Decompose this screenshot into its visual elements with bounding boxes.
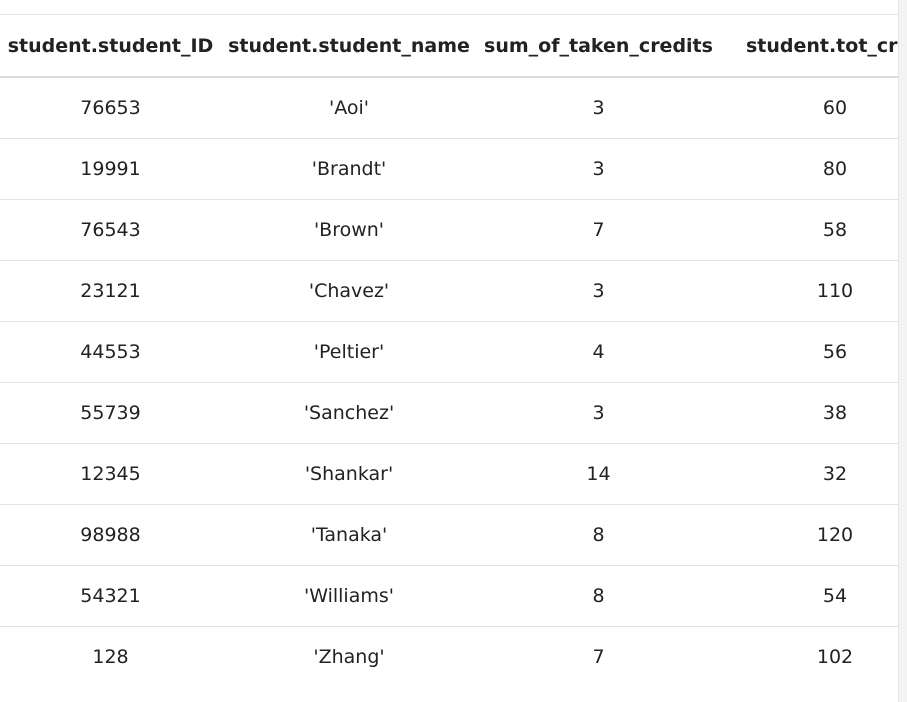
column-header-sum-of-taken-credits[interactable]: sum_of_taken_credits <box>477 15 720 78</box>
cell-sum-of-taken-credits: 4 <box>477 321 720 383</box>
table-header: student.student_ID student.student_name … <box>0 15 899 78</box>
cell-tot-cred: 80 <box>720 138 899 200</box>
cell-sum-of-taken-credits: 7 <box>477 199 720 261</box>
cell-sum-of-taken-credits: 14 <box>477 443 720 505</box>
cell-student-name: 'Sanchez' <box>221 382 477 444</box>
cell-student-id: 76543 <box>0 199 221 261</box>
cell-sum-of-taken-credits: 8 <box>477 565 720 627</box>
cell-student-id: 54321 <box>0 565 221 627</box>
header-row: student.student_ID student.student_name … <box>0 15 899 78</box>
table-body: 76653 'Aoi' 3 60 19991 'Brandt' 3 80 765… <box>0 77 899 687</box>
table-row: 55739 'Sanchez' 3 38 <box>0 382 899 444</box>
table-row: 23121 'Chavez' 3 110 <box>0 260 899 322</box>
cell-tot-cred: 102 <box>816 646 854 668</box>
cell-sum-of-taken-credits: 3 <box>477 138 720 200</box>
table-row: 54321 'Williams' 8 54 <box>0 565 899 627</box>
table-row: 98988 'Tanaka' 8 120 <box>0 504 899 566</box>
cell-tot-cred: 110 <box>720 260 899 322</box>
cell-sum-of-taken-credits: 3 <box>477 77 720 139</box>
cell-student-id: 76653 <box>0 77 221 139</box>
cell-sum-of-taken-credits: 8 <box>477 504 720 566</box>
cell-tot-cred: 54 <box>720 565 899 627</box>
cell-student-name: 'Peltier' <box>221 321 477 383</box>
table-row: 128 'Zhang' 7 102 <box>0 627 899 688</box>
cell-student-name: 'Aoi' <box>221 77 477 139</box>
cell-student-id: 128 <box>92 646 129 668</box>
cell-student-id: 55739 <box>0 382 221 444</box>
cell-tot-cred: 60 <box>720 77 899 139</box>
cell-student-id: 12345 <box>0 443 221 505</box>
cell-sum-of-taken-credits: 3 <box>477 260 720 322</box>
cell-student-name: 'Shankar' <box>221 443 477 505</box>
table-row: 19991 'Brandt' 3 80 <box>0 138 899 200</box>
results-table-container: student.student_ID student.student_name … <box>0 14 899 687</box>
cell-sum-of-taken-credits: 3 <box>477 382 720 444</box>
cell-student-name: 'Brown' <box>221 199 477 261</box>
cell-student-id: 98988 <box>0 504 221 566</box>
cell-student-id: 23121 <box>0 260 221 322</box>
column-header-student-id[interactable]: student.student_ID <box>0 15 221 78</box>
table-row: 44553 'Peltier' 4 56 <box>0 321 899 383</box>
cell-tot-cred: 32 <box>720 443 899 505</box>
cell-student-name: 'Brandt' <box>221 138 477 200</box>
cell-sum-of-taken-credits: 7 <box>592 646 605 668</box>
cell-tot-cred: 56 <box>720 321 899 383</box>
cell-tot-cred: 58 <box>720 199 899 261</box>
table-row: 12345 'Shankar' 14 32 <box>0 443 899 505</box>
table-row: 76543 'Brown' 7 58 <box>0 199 899 261</box>
cell-student-id: 44553 <box>0 321 221 383</box>
cell-tot-cred: 120 <box>720 504 899 566</box>
results-table: student.student_ID student.student_name … <box>0 15 899 687</box>
column-header-tot-cred[interactable]: student.tot_cred <box>720 15 899 78</box>
column-header-student-name[interactable]: student.student_name <box>221 15 477 78</box>
cell-student-id: 19991 <box>0 138 221 200</box>
cell-student-name: 'Tanaka' <box>221 504 477 566</box>
cell-student-name: 'Zhang' <box>313 646 385 668</box>
vertical-scrollbar[interactable] <box>898 0 907 702</box>
cell-tot-cred: 38 <box>720 382 899 444</box>
cell-student-name: 'Williams' <box>221 565 477 627</box>
table-row: 76653 'Aoi' 3 60 <box>0 77 899 139</box>
cell-student-name: 'Chavez' <box>221 260 477 322</box>
